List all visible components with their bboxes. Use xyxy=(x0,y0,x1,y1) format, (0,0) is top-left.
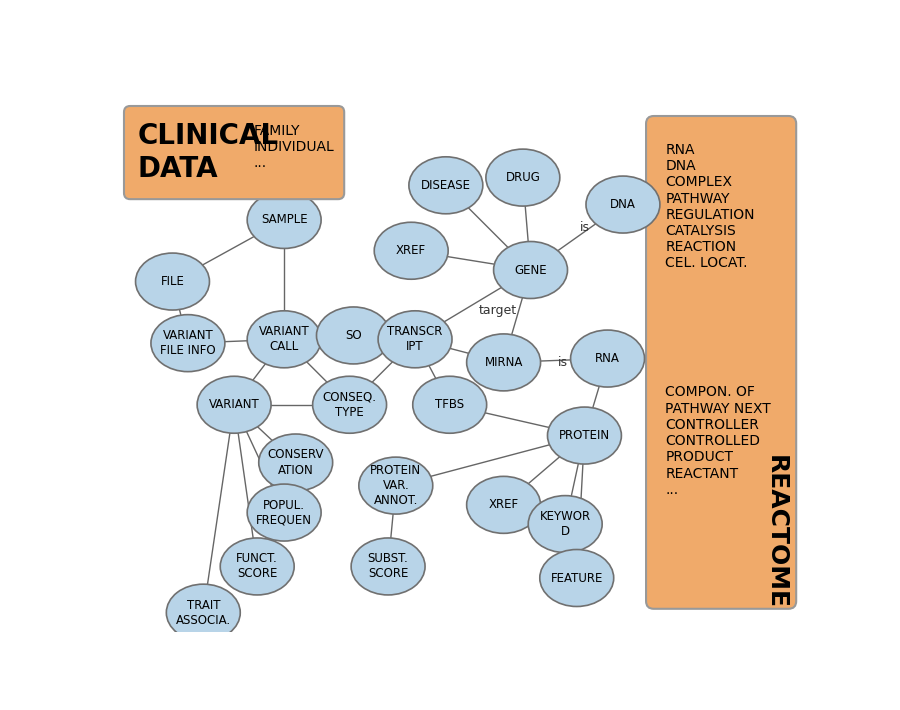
Ellipse shape xyxy=(258,434,333,491)
Text: TRANSCR
IPT: TRANSCR IPT xyxy=(387,325,443,354)
Text: target: target xyxy=(479,305,518,317)
Text: REACTOME: REACTOME xyxy=(763,455,788,608)
Text: is: is xyxy=(558,356,568,369)
Ellipse shape xyxy=(151,315,225,371)
Ellipse shape xyxy=(248,192,321,248)
Text: RNA
DNA
COMPLEX
PATHWAY
REGULATION
CATALYSIS
REACTION
CEL. LOCAT.: RNA DNA COMPLEX PATHWAY REGULATION CATAL… xyxy=(665,143,755,271)
Ellipse shape xyxy=(586,176,660,233)
Text: DRUG: DRUG xyxy=(506,171,540,184)
Ellipse shape xyxy=(571,330,644,387)
Ellipse shape xyxy=(220,538,294,595)
Text: SUBST.
SCORE: SUBST. SCORE xyxy=(368,552,409,581)
Text: FEATURE: FEATURE xyxy=(551,572,603,584)
Ellipse shape xyxy=(136,253,210,310)
Text: FILE: FILE xyxy=(160,275,184,288)
Ellipse shape xyxy=(466,334,541,391)
Text: is: is xyxy=(580,221,590,234)
Ellipse shape xyxy=(317,307,391,364)
Ellipse shape xyxy=(528,496,602,552)
Ellipse shape xyxy=(197,376,271,433)
Ellipse shape xyxy=(493,241,568,298)
Text: CLINICAL
DATA: CLINICAL DATA xyxy=(138,122,279,182)
Text: DNA: DNA xyxy=(610,198,636,211)
Text: PROTEIN: PROTEIN xyxy=(559,429,610,442)
Ellipse shape xyxy=(409,157,482,214)
Text: VARIANT
CALL: VARIANT CALL xyxy=(259,325,310,354)
Ellipse shape xyxy=(378,311,452,368)
Ellipse shape xyxy=(359,457,433,514)
Text: SAMPLE: SAMPLE xyxy=(261,214,308,226)
Ellipse shape xyxy=(351,538,425,595)
Ellipse shape xyxy=(248,484,321,541)
Ellipse shape xyxy=(374,222,448,279)
Ellipse shape xyxy=(166,584,240,641)
FancyBboxPatch shape xyxy=(646,116,796,608)
Text: XREF: XREF xyxy=(489,498,518,511)
Ellipse shape xyxy=(413,376,487,433)
Text: KEYWOR
D: KEYWOR D xyxy=(540,510,590,538)
FancyBboxPatch shape xyxy=(124,106,344,200)
Ellipse shape xyxy=(486,149,560,206)
Text: VARIANT: VARIANT xyxy=(209,398,259,411)
Text: SO: SO xyxy=(345,329,362,342)
Text: FAMILY
INDIVIDUAL
...: FAMILY INDIVIDUAL ... xyxy=(254,124,334,170)
Text: VARIANT
FILE INFO: VARIANT FILE INFO xyxy=(160,329,216,357)
Ellipse shape xyxy=(547,407,621,464)
Text: POPUL.
FREQUEN: POPUL. FREQUEN xyxy=(256,498,312,527)
Text: MIRNA: MIRNA xyxy=(484,356,523,369)
Text: DISEASE: DISEASE xyxy=(421,179,471,192)
Text: RNA: RNA xyxy=(595,352,620,365)
Text: GENE: GENE xyxy=(514,263,547,276)
Text: TRAIT
ASSOCIA.: TRAIT ASSOCIA. xyxy=(176,599,231,627)
Text: CONSEQ.
TYPE: CONSEQ. TYPE xyxy=(322,391,376,419)
Ellipse shape xyxy=(248,311,321,368)
Ellipse shape xyxy=(540,550,614,606)
Ellipse shape xyxy=(466,476,541,533)
Text: TFBS: TFBS xyxy=(435,398,464,411)
Text: CONSERV
ATION: CONSERV ATION xyxy=(267,449,324,476)
Text: COMPON. OF
PATHWAY NEXT
CONTROLLER
CONTROLLED
PRODUCT
REACTANT
...: COMPON. OF PATHWAY NEXT CONTROLLER CONTR… xyxy=(665,386,771,497)
Text: PROTEIN
VAR.
ANNOT.: PROTEIN VAR. ANNOT. xyxy=(370,464,421,507)
Ellipse shape xyxy=(312,376,387,433)
Text: XREF: XREF xyxy=(396,244,427,257)
Text: FUNCT.
SCORE: FUNCT. SCORE xyxy=(237,552,278,581)
